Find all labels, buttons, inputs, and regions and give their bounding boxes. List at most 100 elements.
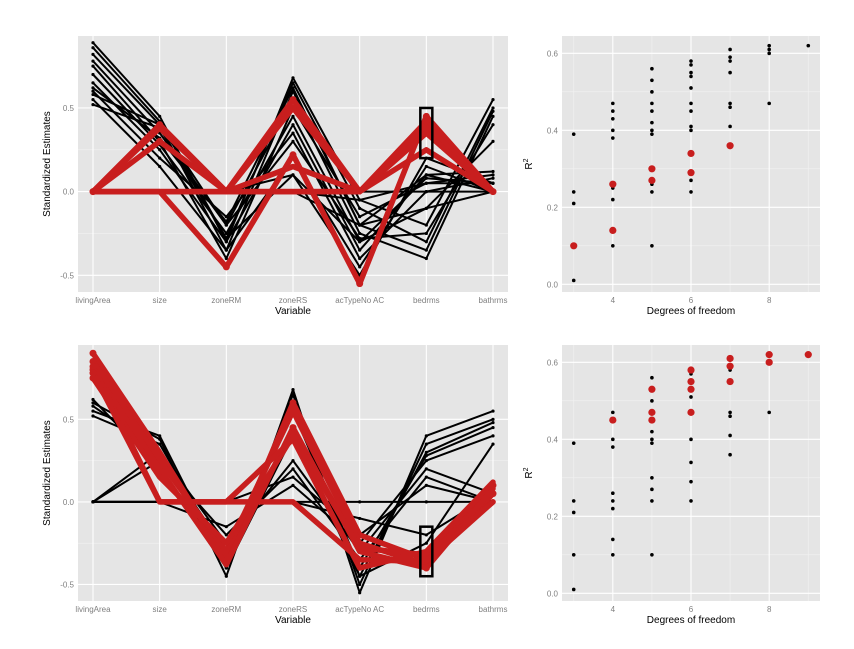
x-tick-label: zoneRS	[279, 296, 307, 305]
scatter-point-black	[611, 506, 615, 511]
series-point-black	[358, 591, 362, 595]
scatter-point-black	[767, 43, 771, 48]
series-line-red	[90, 370, 496, 571]
series-line-red	[90, 147, 496, 195]
series-point-black	[291, 114, 295, 118]
scatter-point-black	[650, 437, 654, 442]
x-tick-label: 8	[767, 296, 772, 305]
series-point-black	[158, 442, 162, 446]
scatter-point-black	[728, 55, 732, 59]
scatter-point-black	[611, 445, 615, 449]
series-point-black	[291, 81, 295, 85]
r2-bottom-panel: 0.0 0.2 0.4 0.6 4 6 8 Degrees of freedom R2	[523, 345, 820, 626]
series-point-black	[424, 240, 428, 244]
series-point-black	[291, 467, 295, 471]
x-tick-label: 6	[689, 605, 694, 614]
scatter-point-red	[726, 362, 734, 370]
series-point-black	[491, 434, 495, 438]
y-tick-label: 0.5	[63, 415, 75, 424]
scatter-point-black	[767, 410, 771, 415]
scatter-point-black	[571, 587, 576, 592]
r2-top-panel: 0.0 0.2 0.4 0.6 4 6 8 Degrees of freedom R2	[523, 36, 820, 317]
series-point-black	[291, 76, 295, 80]
scatter-point-red	[687, 377, 695, 386]
series-point-red	[422, 112, 430, 120]
y-tick-label: 0.2	[547, 203, 559, 212]
series-point-black	[224, 533, 228, 537]
scatter-point-black	[689, 74, 693, 79]
series-point-black	[358, 198, 362, 202]
x-axis-title: Variable	[275, 615, 311, 626]
scatter-point-red	[726, 377, 734, 386]
series-point-red	[489, 481, 497, 489]
series-point-black	[491, 123, 495, 127]
series-point-red	[289, 399, 297, 407]
scatter-point-black	[611, 437, 615, 442]
series-point-black	[358, 223, 362, 227]
x-tick-label: 4	[611, 605, 616, 614]
series-point-black	[424, 533, 428, 537]
scatter-point-black	[728, 101, 732, 106]
y-axis-title-superscript: 2	[523, 467, 530, 471]
scatter-point-black	[689, 178, 693, 183]
x-tick-label: 6	[689, 296, 694, 305]
series-point-red	[89, 374, 97, 382]
scatter-point-black	[650, 375, 654, 380]
scatter-point-red	[570, 242, 578, 250]
series-point-red	[289, 424, 297, 432]
series-point-black	[424, 248, 428, 252]
scatter-point-red	[726, 354, 734, 363]
series-point-black	[91, 46, 95, 50]
series-point-black	[424, 181, 428, 185]
x-tick-label: bathrms	[479, 605, 508, 614]
series-point-black	[291, 459, 295, 463]
series-point-black	[424, 256, 428, 261]
scatter-point-black	[689, 63, 693, 67]
y-tick-label: 0.2	[547, 512, 559, 521]
series-point-black	[91, 64, 95, 68]
series-point-red	[422, 564, 430, 572]
scatter-point-black	[650, 66, 654, 71]
y-axis-title-base: R	[524, 471, 535, 478]
scatter-point-black	[650, 190, 654, 194]
series-point-black	[91, 409, 95, 413]
series-point-black	[491, 114, 495, 118]
series-point-black	[224, 236, 228, 241]
series-point-black	[91, 103, 95, 107]
series-point-red	[289, 151, 297, 159]
y-axis-title-superscript: 2	[523, 158, 530, 162]
series-point-black	[491, 169, 495, 174]
series-point-red	[89, 369, 97, 377]
scatter-point-black	[611, 491, 615, 496]
series-point-black	[491, 417, 495, 421]
series-point-black	[91, 500, 95, 504]
scatter-point-black	[611, 197, 615, 202]
scatter-point-red	[687, 366, 695, 374]
series-point-black	[424, 475, 428, 479]
series-point-black	[424, 450, 428, 454]
x-tick-label: acTypeNo AC	[335, 296, 384, 305]
scatter-point-red	[765, 358, 773, 366]
scatter-point-black	[728, 452, 732, 457]
series-point-black	[91, 401, 95, 405]
scatter-point-black	[728, 433, 732, 438]
series-point-black	[424, 176, 428, 180]
scatter-point-black	[689, 109, 693, 113]
scatter-point-red	[648, 176, 656, 184]
series-point-black	[424, 483, 428, 487]
series-point-black	[424, 454, 428, 458]
series-point-black	[224, 256, 228, 261]
series-point-red	[89, 362, 97, 370]
series-point-black	[424, 500, 428, 504]
y-axis-title: R2	[523, 158, 535, 169]
series-point-black	[158, 156, 162, 160]
x-axis-title: Degrees of freedom	[647, 615, 735, 626]
series-point-red	[156, 121, 164, 129]
y-axis-title: R2	[523, 467, 535, 478]
series-point-black	[358, 265, 362, 269]
series-point-black	[358, 256, 362, 261]
x-tick-label: bedrms	[413, 605, 440, 614]
series-point-black	[491, 173, 495, 177]
series-point-black	[291, 131, 295, 135]
scatter-point-black	[767, 47, 771, 52]
